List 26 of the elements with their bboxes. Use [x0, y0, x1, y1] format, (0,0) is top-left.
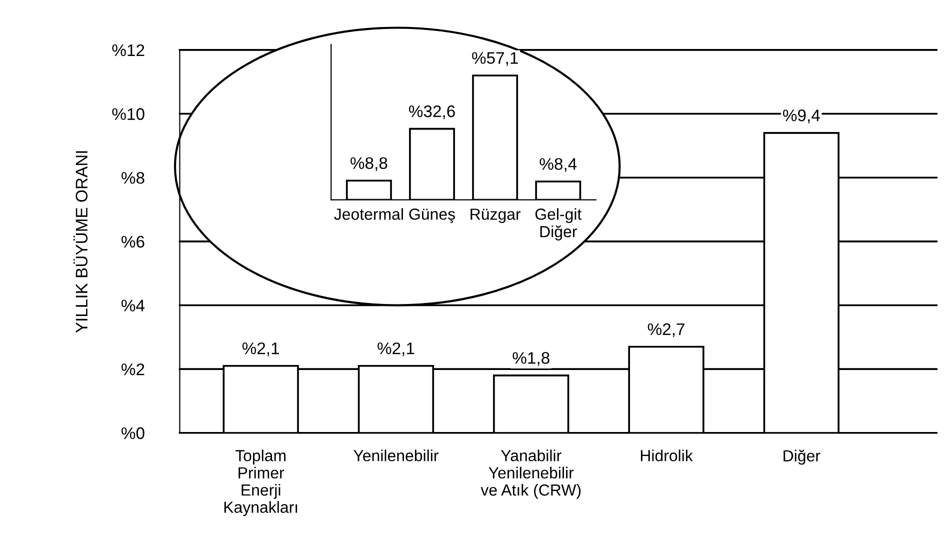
x-tick-label: Rüzgar [470, 208, 521, 224]
x-tick-label: Gel-git Diğer [535, 208, 582, 240]
data-label: %2,1 [378, 342, 414, 356]
x-tick-label: Hidrolik [640, 450, 693, 462]
x-tick-label: Diğer [784, 450, 820, 465]
y-tick-label: %4 [122, 300, 145, 312]
x-tick-label: Jeotermal [334, 208, 403, 220]
x-tick-label: Yenilenebilir [354, 450, 438, 462]
y-tick-label: %10 [112, 108, 144, 120]
y-tick-label: %2 [122, 363, 144, 376]
x-tick-label: Toplam Primer Enerji Kaynakları [224, 450, 298, 516]
data-label: %8,4 [540, 158, 577, 172]
data-label: %1,8 [512, 352, 550, 366]
data-label: %9,4 [782, 109, 820, 124]
y-axis-title: YILLIK BÜYÜME ORANI [73, 151, 88, 333]
data-label: %2,7 [648, 323, 684, 338]
data-label: %32,6 [408, 105, 455, 120]
data-label: %2,1 [242, 342, 280, 356]
y-tick-label: %6 [122, 236, 144, 248]
y-tick-label: %8 [122, 172, 144, 184]
x-tick-label: Yanabilir Yenilenebilir ve Atık (CRW) [480, 450, 581, 499]
y-tick-label: %12 [112, 44, 144, 56]
x-tick-label: Güneş [409, 208, 455, 224]
y-tick-label: %0 [122, 427, 144, 440]
data-label: %8,8 [350, 157, 388, 171]
data-label: %57,1 [472, 52, 518, 66]
